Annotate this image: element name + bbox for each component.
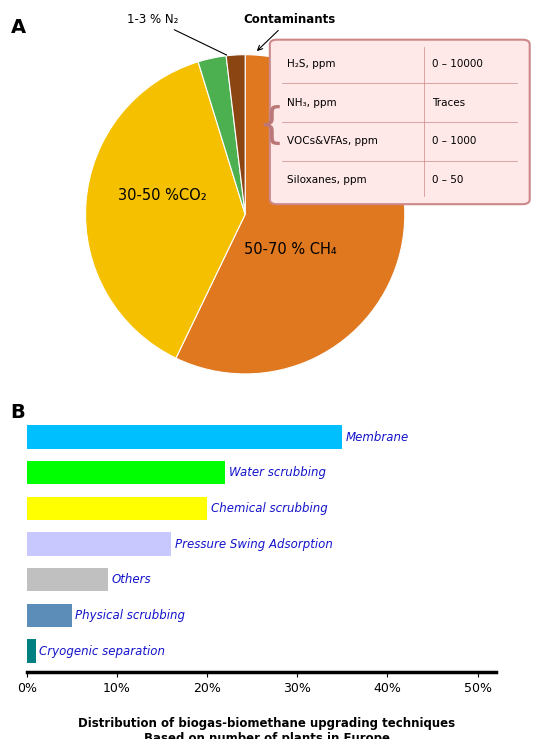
Text: Siloxanes, ppm: Siloxanes, ppm: [287, 175, 367, 185]
Text: Cryogenic separation: Cryogenic separation: [39, 644, 165, 658]
Text: H₂S, ppm: H₂S, ppm: [287, 58, 335, 69]
Bar: [27, 497, 207, 520]
Text: 30-50 %CO₂: 30-50 %CO₂: [118, 188, 207, 202]
Text: B: B: [11, 403, 26, 422]
Bar: [27, 604, 72, 627]
Text: Pressure Swing Adsorption: Pressure Swing Adsorption: [175, 537, 333, 551]
Text: Water scrubbing: Water scrubbing: [229, 466, 326, 479]
Text: A: A: [11, 18, 26, 38]
Text: Distribution of biogas-biomethane upgrading techniques
Based on number of plants: Distribution of biogas-biomethane upgrad…: [78, 717, 455, 739]
Bar: [27, 426, 342, 449]
Bar: [27, 461, 225, 484]
Text: 0 – 10000: 0 – 10000: [432, 58, 482, 69]
Text: 0 – 50: 0 – 50: [432, 175, 463, 185]
Text: Chemical scrubbing: Chemical scrubbing: [211, 502, 327, 515]
Bar: [27, 639, 36, 663]
Text: 50-70 % CH₄: 50-70 % CH₄: [244, 242, 336, 257]
Text: Contaminants: Contaminants: [244, 13, 336, 50]
Wedge shape: [176, 55, 405, 374]
Wedge shape: [198, 56, 245, 214]
Text: Traces: Traces: [432, 98, 465, 108]
Text: }: }: [248, 101, 274, 143]
Bar: [27, 533, 171, 556]
Wedge shape: [86, 62, 245, 358]
Text: Membrane: Membrane: [346, 431, 409, 443]
Text: Others: Others: [111, 573, 151, 586]
Text: 0 – 1000: 0 – 1000: [432, 136, 476, 146]
Text: 1-3 % N₂: 1-3 % N₂: [127, 13, 227, 55]
Text: Physical scrubbing: Physical scrubbing: [75, 609, 185, 622]
FancyBboxPatch shape: [270, 40, 530, 204]
Wedge shape: [226, 55, 245, 214]
Text: VOCs&VFAs, ppm: VOCs&VFAs, ppm: [287, 136, 378, 146]
Bar: [27, 568, 108, 591]
Text: NH₃, ppm: NH₃, ppm: [287, 98, 337, 108]
